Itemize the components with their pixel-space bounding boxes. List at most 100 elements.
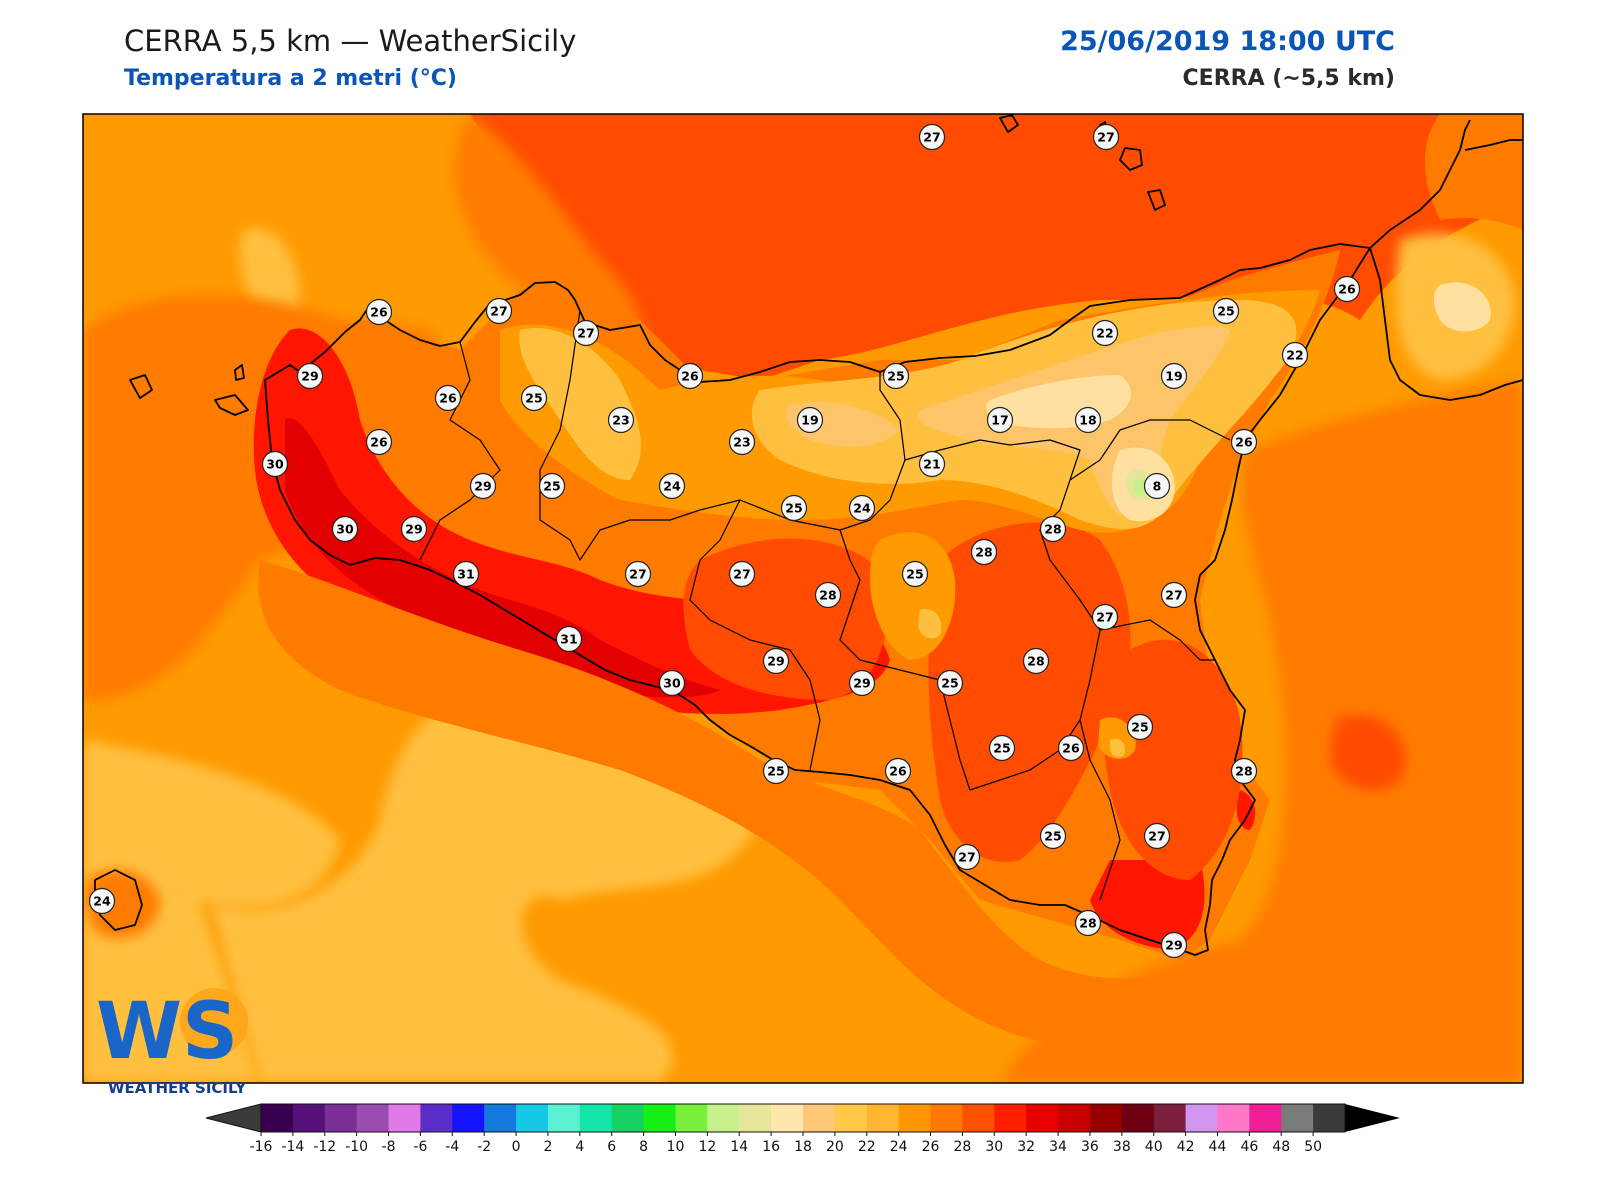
colorbar-cell <box>803 1104 836 1132</box>
station-dot <box>762 647 790 675</box>
field-east-26 <box>1000 380 1523 1083</box>
station-marker: 27 <box>1092 123 1120 151</box>
colorbar-tick-label: 44 <box>1209 1139 1227 1155</box>
station-marker: 25 <box>901 560 929 588</box>
station-marker: 28 <box>814 581 842 609</box>
station-dot <box>1230 428 1258 456</box>
station-value: 23 <box>612 413 629 428</box>
map-field <box>83 114 1523 1083</box>
colorbar-tick-label: 34 <box>1049 1139 1067 1155</box>
colorbar-cell <box>898 1104 932 1132</box>
station-dot <box>1091 603 1119 631</box>
station-dot <box>1039 515 1067 543</box>
station-value: 26 <box>439 391 457 406</box>
field-sw-coast-26 <box>258 560 1264 1051</box>
station-value: 28 <box>819 588 836 603</box>
station-marker: 26 <box>1057 734 1085 762</box>
field-north-28 <box>470 114 1523 380</box>
station-dot <box>848 669 876 697</box>
station-marker: 26 <box>1333 275 1361 303</box>
colorbar-tick-label: 32 <box>1017 1139 1035 1155</box>
colorbar-cell <box>420 1104 453 1132</box>
station-value: 25 <box>767 764 784 779</box>
station-marker: 31 <box>555 625 583 653</box>
station-marker: 25 <box>520 384 548 412</box>
colorbar-tick-label: -16 <box>250 1139 273 1155</box>
colorbar-tick-label: 42 <box>1177 1139 1195 1155</box>
field-sw-cool <box>83 740 340 1083</box>
station-marker: 25 <box>1212 297 1240 325</box>
colorbar-cell <box>1185 1104 1218 1132</box>
egadi-islands <box>129 364 249 416</box>
station-value: 27 <box>923 130 940 145</box>
station-value: 26 <box>1235 435 1253 450</box>
field-north-cool-22 <box>519 328 641 480</box>
station-value: 27 <box>958 850 975 865</box>
station-value: 8 <box>1153 479 1162 494</box>
station-dot <box>762 757 790 785</box>
station-dot <box>936 669 964 697</box>
station-marker: 29 <box>1160 931 1188 959</box>
station-dot <box>1281 341 1309 369</box>
colorbar-cell <box>707 1104 740 1132</box>
colorbar-tick-label: 18 <box>794 1139 812 1155</box>
colorbar-cell <box>866 1104 900 1132</box>
station-value: 30 <box>663 676 681 691</box>
station-marker: 19 <box>796 406 824 434</box>
station-value: 25 <box>1044 829 1061 844</box>
station-marker: 27 <box>624 560 652 588</box>
station-value: 28 <box>1235 764 1252 779</box>
station-value: 24 <box>93 894 111 909</box>
station-value: 24 <box>853 501 871 516</box>
model-label: CERRA (~5,5 km) <box>1182 66 1395 91</box>
station-value: 26 <box>681 369 699 384</box>
station-marker: 25 <box>538 472 566 500</box>
station-marker: 27 <box>572 319 600 347</box>
station-marker: 27 <box>485 297 513 325</box>
station-marker: 21 <box>918 450 946 478</box>
station-marker: 29 <box>848 669 876 697</box>
station-value: 19 <box>801 413 818 428</box>
station-markers: 27 27 26 27 27 26 25 22 25 26 29 26 25 23 19 22 19 17 18 26… <box>88 123 1361 959</box>
station-value: 25 <box>525 391 542 406</box>
station-dot <box>1092 123 1120 151</box>
station-dot <box>986 406 1014 434</box>
colorbar-cell <box>994 1104 1027 1132</box>
station-marker: 24 <box>658 472 686 500</box>
colorbar-tick-label: 10 <box>667 1139 685 1155</box>
colorbar-cell <box>261 1104 294 1132</box>
field-calabria-cooler <box>1434 282 1491 332</box>
station-value: 25 <box>1131 720 1148 735</box>
station-dot <box>1074 909 1102 937</box>
station-dot <box>1143 822 1171 850</box>
station-dot <box>728 560 756 588</box>
station-value: 30 <box>336 522 354 537</box>
station-marker: 26 <box>434 384 462 412</box>
station-marker: 25 <box>1126 713 1154 741</box>
station-dot <box>970 538 998 566</box>
station-marker: 23 <box>607 406 635 434</box>
station-marker: 25 <box>1039 822 1067 850</box>
eolie-islands <box>999 114 1166 211</box>
station-dot <box>728 428 756 456</box>
field-central-28b <box>928 522 1131 862</box>
station-marker: 26 <box>365 298 393 326</box>
station-marker: 28 <box>1022 647 1050 675</box>
station-marker: 18 <box>1074 406 1102 434</box>
station-dot <box>1230 757 1258 785</box>
colorbar-cell <box>930 1104 963 1132</box>
colorbar-cell <box>324 1104 358 1132</box>
station-marker: 27 <box>953 843 981 871</box>
station-value: 27 <box>1148 829 1165 844</box>
station-dot <box>607 406 635 434</box>
station-marker: 29 <box>469 472 497 500</box>
station-dot <box>520 384 548 412</box>
station-marker: 29 <box>762 647 790 675</box>
station-value: 25 <box>1217 304 1234 319</box>
colorbar-tick-label: 4 <box>575 1139 584 1155</box>
station-dot <box>796 406 824 434</box>
station-marker: 27 <box>728 560 756 588</box>
station-marker: 31 <box>452 560 480 588</box>
